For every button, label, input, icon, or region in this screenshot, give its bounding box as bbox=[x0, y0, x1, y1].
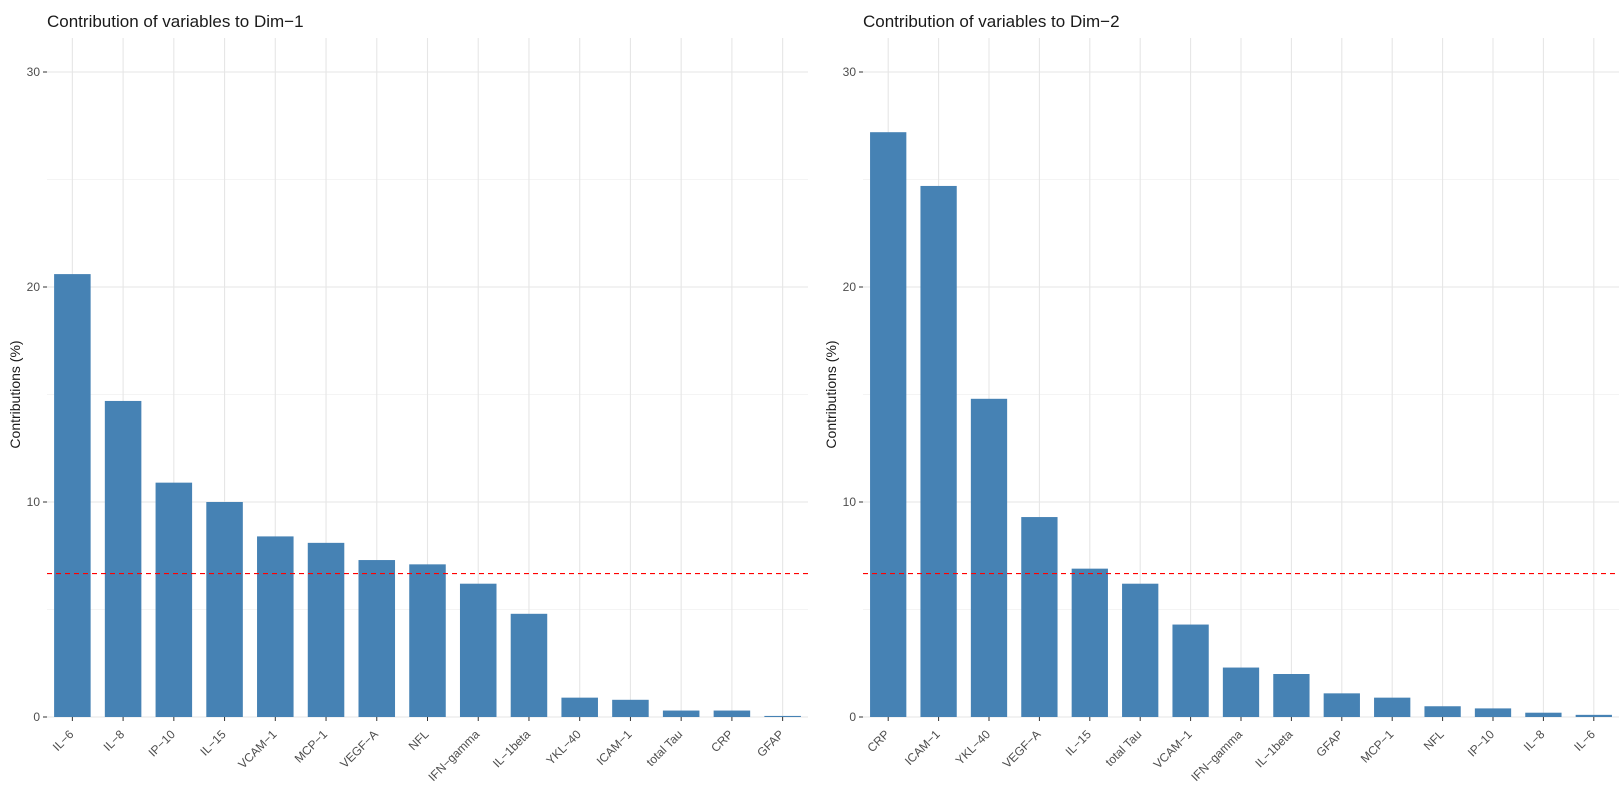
bar bbox=[1575, 714, 1612, 717]
x-tick-label: IL−8 bbox=[101, 727, 128, 754]
x-tick-label: YKL−40 bbox=[953, 727, 994, 768]
x-tick-label: GFAP bbox=[754, 727, 787, 760]
x-tick-label: VCAM−1 bbox=[1151, 727, 1195, 771]
bar bbox=[1525, 712, 1562, 717]
x-tick-label: IL−6 bbox=[50, 727, 77, 754]
bar bbox=[920, 185, 957, 717]
x-tick-label: ICAM−1 bbox=[902, 727, 943, 768]
y-tick-label: 20 bbox=[843, 280, 857, 294]
bar bbox=[713, 710, 751, 717]
y-tick-label: 0 bbox=[849, 710, 856, 724]
bar bbox=[257, 536, 294, 717]
bar bbox=[1071, 568, 1108, 717]
y-tick-label: 20 bbox=[27, 280, 41, 294]
bar bbox=[1273, 674, 1310, 717]
bar bbox=[206, 502, 243, 717]
x-tick-label: ICAM−1 bbox=[594, 727, 635, 768]
x-tick-label: IL−15 bbox=[197, 727, 229, 759]
chart-panel-2: 0 10 20 30 CRP ICAM−1 YKL−40 VEGF−A IL−15 total T… bbox=[823, 12, 1619, 784]
bar bbox=[870, 132, 907, 717]
chart-title: Contribution of variables to Dim−2 bbox=[863, 12, 1120, 31]
bar bbox=[510, 613, 548, 717]
x-tick-label: GFAP bbox=[1313, 727, 1346, 760]
bar bbox=[561, 697, 598, 717]
bar bbox=[764, 715, 801, 717]
x-tick-label: IFN−gamma bbox=[426, 727, 483, 784]
x-tick-label: CRP bbox=[708, 727, 736, 755]
bar bbox=[307, 542, 345, 717]
x-tick-label: IL−1beta bbox=[490, 727, 533, 770]
y-tick-label: 30 bbox=[27, 65, 41, 79]
x-tick-label: YKL−40 bbox=[543, 727, 584, 768]
bar bbox=[409, 564, 446, 717]
x-tick-label: IL−1beta bbox=[1252, 727, 1295, 770]
chart-panel-1: 0 10 20 30 IL−6 IL−8 IP−10 IL−15 VCAM−1 MCP−1 VEGF… bbox=[7, 12, 808, 784]
bar bbox=[970, 398, 1008, 717]
bar bbox=[1424, 706, 1461, 717]
bar bbox=[662, 710, 700, 717]
y-axis-label: Contributions (%) bbox=[823, 340, 839, 448]
x-tick-label: total Tau bbox=[1102, 727, 1144, 769]
bar bbox=[1323, 693, 1360, 717]
y-axis-label: Contributions (%) bbox=[7, 340, 23, 448]
x-tick-label: IL−15 bbox=[1063, 727, 1095, 759]
bar bbox=[155, 482, 193, 717]
x-tick-label: IL−6 bbox=[1571, 727, 1598, 754]
x-tick-label: MCP−1 bbox=[292, 727, 331, 766]
bar bbox=[1122, 583, 1159, 717]
y-tick-label: 0 bbox=[33, 710, 40, 724]
bar bbox=[1021, 517, 1058, 717]
bar bbox=[104, 400, 142, 717]
x-tick-label: VEGF−A bbox=[1000, 727, 1044, 771]
x-tick-label: NFL bbox=[406, 727, 432, 753]
x-tick-label: MCP−1 bbox=[1358, 727, 1397, 766]
x-tick-label: total Tau bbox=[643, 727, 685, 769]
y-tick-label: 30 bbox=[843, 65, 857, 79]
x-tick-label: VCAM−1 bbox=[235, 727, 279, 771]
x-tick-label: VEGF−A bbox=[337, 727, 381, 771]
x-tick-label: IP−10 bbox=[146, 727, 179, 760]
bar bbox=[358, 560, 396, 717]
bar bbox=[1172, 624, 1209, 717]
x-tick-label: IFN−gamma bbox=[1188, 727, 1245, 784]
x-tick-label: IL−8 bbox=[1521, 727, 1548, 754]
x-tick-label: NFL bbox=[1421, 727, 1447, 753]
bar bbox=[1374, 697, 1411, 717]
bar bbox=[54, 274, 91, 717]
bar bbox=[1222, 667, 1260, 717]
y-tick-label: 10 bbox=[27, 495, 41, 509]
bar bbox=[1474, 708, 1512, 717]
bar bbox=[459, 583, 497, 717]
x-tick-label: CRP bbox=[865, 727, 893, 755]
y-tick-label: 10 bbox=[843, 495, 857, 509]
x-tick-label: IP−10 bbox=[1465, 727, 1498, 760]
chart-title: Contribution of variables to Dim−1 bbox=[47, 12, 304, 31]
bar bbox=[612, 699, 649, 717]
